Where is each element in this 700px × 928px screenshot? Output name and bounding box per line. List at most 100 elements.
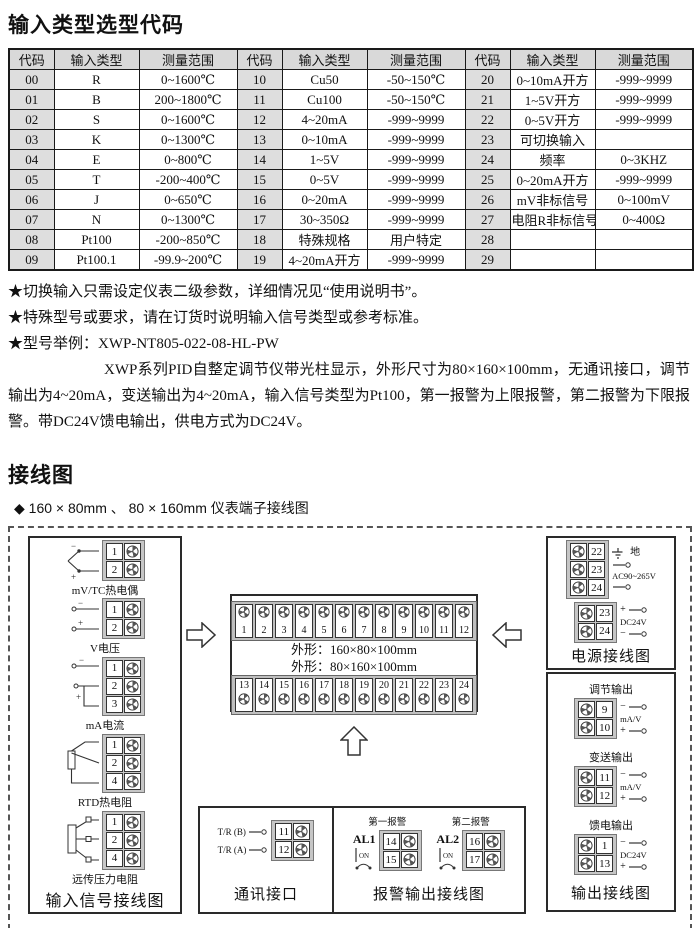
screw-terminal-icon bbox=[124, 754, 141, 772]
wire-icon bbox=[628, 839, 647, 846]
terminal-number: 10 bbox=[419, 625, 429, 636]
cell: 0~650℃ bbox=[138, 189, 238, 210]
comm-interface-box: T/R (B) T/R (A) 11 12 通讯接口 bbox=[198, 806, 334, 914]
column-header: 输入类型 bbox=[509, 48, 596, 70]
column-header: 测量范围 bbox=[594, 48, 694, 70]
input-group-label: mV/TC热电偶 bbox=[71, 585, 139, 597]
table-row: 07 N 0~1300℃ 17 30~350Ω -999~9999 27 电阻R非标信号 0~4… bbox=[8, 209, 694, 230]
cell: 特殊规格 bbox=[281, 229, 368, 250]
table-row: 06 J 0~650℃ 16 0~20mA -999~9999 26 mV非标信号 0~100m… bbox=[8, 189, 694, 210]
arrow-up-icon bbox=[339, 725, 369, 761]
cell: 1~5V开方 bbox=[509, 89, 596, 110]
terminal-cell: 4 bbox=[106, 772, 141, 790]
table-header-row: 代码 输入类型 测量范围 代码 输入类型 测量范围 代码 输入类型 测量范围 bbox=[8, 48, 694, 70]
terminal-cell: 2 bbox=[106, 754, 141, 772]
cell: 20 bbox=[464, 69, 511, 90]
table-row: 01 B 200~1800℃ 11 Cu100 -50~150℃ 21 1~5V开方 -999~… bbox=[8, 89, 694, 110]
strip-terminal: 14 bbox=[255, 678, 273, 712]
wire-icon bbox=[628, 727, 647, 734]
cell: S bbox=[53, 109, 140, 130]
screw-terminal-icon bbox=[484, 851, 502, 868]
strip-terminal: 11 bbox=[435, 604, 453, 638]
screw-terminal-icon bbox=[298, 692, 310, 711]
terminal-strip-top: 1 2 3 4 5 6 7 8 9 10 11 12 bbox=[231, 601, 477, 641]
note-line: ★型号举例：XWP-NT805-022-08-HL-PW bbox=[8, 336, 279, 352]
screw-terminal-icon bbox=[398, 605, 410, 624]
screw-terminal-icon bbox=[318, 605, 330, 624]
cell: 03 bbox=[8, 129, 55, 150]
screw-terminal-icon bbox=[124, 831, 141, 849]
terminal-cell: 17 bbox=[466, 851, 502, 868]
svg-text:+: + bbox=[71, 572, 76, 581]
wiring-diagram: − +1 2 mV/TC热电偶 − +1 2 V电压 − +1 2 3 mA电流 1 2 4 RTD热电阻 1 2 4… bbox=[8, 526, 692, 928]
voltage-wire-icon: −+ bbox=[71, 599, 99, 631]
input-group-label: 远传压力电阻 bbox=[72, 874, 138, 886]
screw-terminal-icon bbox=[578, 787, 596, 804]
note-line: ★特殊型号或要求，请在订货时说明输入信号类型或参考标准。 bbox=[8, 310, 429, 326]
terminal-strip-bottom: 13 14 15 16 17 18 19 20 21 22 23 24 bbox=[231, 675, 477, 715]
relay-switch-icon: ON bbox=[439, 848, 456, 870]
cell: 16 bbox=[236, 189, 283, 210]
cell: 05 bbox=[8, 169, 55, 190]
cell: 04 bbox=[8, 149, 55, 170]
output-group-label: 调节输出 bbox=[588, 684, 633, 696]
screw-terminal-icon bbox=[458, 692, 470, 711]
input-group: − +1 2 mV/TC热电偶 bbox=[65, 540, 145, 598]
screw-terminal-icon bbox=[578, 622, 596, 640]
cell: mV非标信号 bbox=[509, 189, 596, 210]
arrow-left-icon bbox=[491, 621, 522, 653]
screw-terminal-icon bbox=[578, 604, 596, 622]
cell: N bbox=[53, 209, 140, 230]
terminal-cell: 24 bbox=[570, 579, 606, 597]
alarm-box-caption: 报警输出接线图 bbox=[372, 887, 485, 903]
terminal-cell: 12 bbox=[578, 787, 614, 804]
screw-terminal-icon bbox=[258, 605, 270, 624]
cell: 0~20mA开方 bbox=[509, 169, 596, 190]
column-header: 代码 bbox=[464, 48, 511, 70]
terminal-number: 12 bbox=[459, 625, 469, 636]
ground-label: 地 bbox=[630, 547, 641, 559]
output-group-label: 馈电输出 bbox=[588, 820, 633, 832]
input-group: − +1 2 V电压 bbox=[65, 598, 145, 656]
wire-icon bbox=[628, 771, 647, 778]
cell: 24 bbox=[464, 149, 511, 170]
strip-terminal: 5 bbox=[315, 604, 333, 638]
cell: 0~1300℃ bbox=[138, 129, 238, 150]
cell: 200~1800℃ bbox=[138, 89, 238, 110]
cell: 0~5V bbox=[281, 169, 368, 190]
screw-terminal-icon bbox=[318, 692, 330, 711]
svg-text:−: − bbox=[79, 656, 84, 665]
terminal-strip-box: 1 2 3 4 5 6 7 8 9 10 11 12 外形：160×80×100mm 外形：80×16… bbox=[230, 594, 478, 715]
terminal-cell: 12 bbox=[275, 841, 311, 858]
input-group: − +1 2 3 mA电流 bbox=[65, 656, 145, 733]
cell: E bbox=[53, 149, 140, 170]
cell: Cu100 bbox=[281, 89, 368, 110]
cell: 27 bbox=[464, 209, 511, 230]
terminal-cell: 2 bbox=[106, 619, 141, 636]
cell bbox=[509, 249, 596, 271]
terminal-cell: 14 bbox=[382, 833, 418, 850]
cell: R bbox=[53, 69, 140, 90]
terminal-number: 1 bbox=[106, 736, 123, 754]
strip-terminal: 24 bbox=[455, 678, 473, 712]
alarm-group: 第二报警 AL2 ON 16 17 bbox=[436, 814, 506, 871]
strip-terminal: 19 bbox=[355, 678, 373, 712]
screw-terminal-icon bbox=[258, 692, 270, 711]
cell bbox=[594, 249, 694, 271]
terminal-cell: 3 bbox=[106, 695, 141, 713]
cell: K bbox=[53, 129, 140, 150]
output-group: 调节输出 9 10− mA/V + bbox=[574, 681, 648, 739]
strip-terminal: 6 bbox=[335, 604, 353, 638]
cell: 19 bbox=[236, 249, 283, 271]
terminal-cell: 2 bbox=[106, 561, 141, 578]
screw-terminal-icon bbox=[438, 605, 450, 624]
terminal-block: 11 12 bbox=[574, 766, 618, 807]
power-box-caption: 电源接线图 bbox=[570, 648, 651, 665]
screw-terminal-icon bbox=[358, 692, 370, 711]
screw-terminal-icon bbox=[578, 769, 596, 786]
column-header: 输入类型 bbox=[281, 48, 368, 70]
screw-terminal-icon bbox=[570, 543, 588, 561]
strip-terminal: 9 bbox=[395, 604, 413, 638]
power-ac-annotation: 地 AC90~265V bbox=[612, 547, 656, 592]
table-row: 00 R 0~1600℃ 10 Cu50 -50~150℃ 20 0~10mA开方 -999~9… bbox=[8, 69, 694, 90]
